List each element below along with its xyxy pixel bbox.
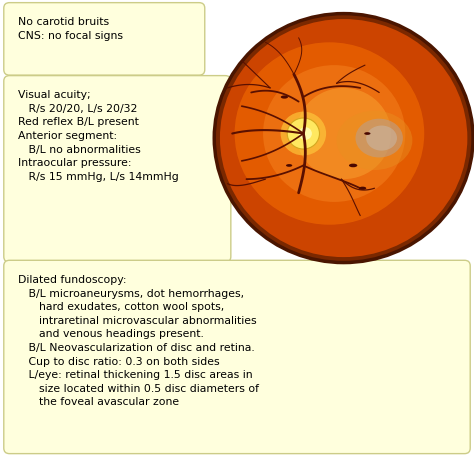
Circle shape bbox=[214, 15, 473, 263]
Ellipse shape bbox=[356, 120, 403, 158]
Text: No carotid bruits
CNS: no focal signs: No carotid bruits CNS: no focal signs bbox=[18, 17, 123, 41]
Circle shape bbox=[281, 112, 326, 156]
Ellipse shape bbox=[364, 133, 371, 136]
Ellipse shape bbox=[286, 165, 292, 167]
FancyBboxPatch shape bbox=[4, 261, 470, 454]
Ellipse shape bbox=[281, 96, 288, 100]
Ellipse shape bbox=[349, 164, 357, 168]
Circle shape bbox=[263, 66, 405, 202]
Circle shape bbox=[287, 119, 319, 150]
Circle shape bbox=[235, 43, 424, 225]
Ellipse shape bbox=[359, 187, 366, 191]
FancyBboxPatch shape bbox=[4, 76, 231, 263]
Text: Visual acuity;
   R/s 20/20, L/s 20/32
Red reflex B/L present
Anterior segment:
: Visual acuity; R/s 20/20, L/s 20/32 Red … bbox=[18, 90, 179, 182]
Circle shape bbox=[296, 89, 391, 180]
Circle shape bbox=[220, 20, 467, 258]
Ellipse shape bbox=[337, 111, 412, 171]
Ellipse shape bbox=[366, 126, 397, 152]
FancyBboxPatch shape bbox=[4, 4, 205, 76]
Circle shape bbox=[299, 128, 312, 141]
Text: Dilated fundoscopy:
   B/L microaneurysms, dot hemorrhages,
      hard exudates,: Dilated fundoscopy: B/L microaneurysms, … bbox=[18, 274, 259, 406]
